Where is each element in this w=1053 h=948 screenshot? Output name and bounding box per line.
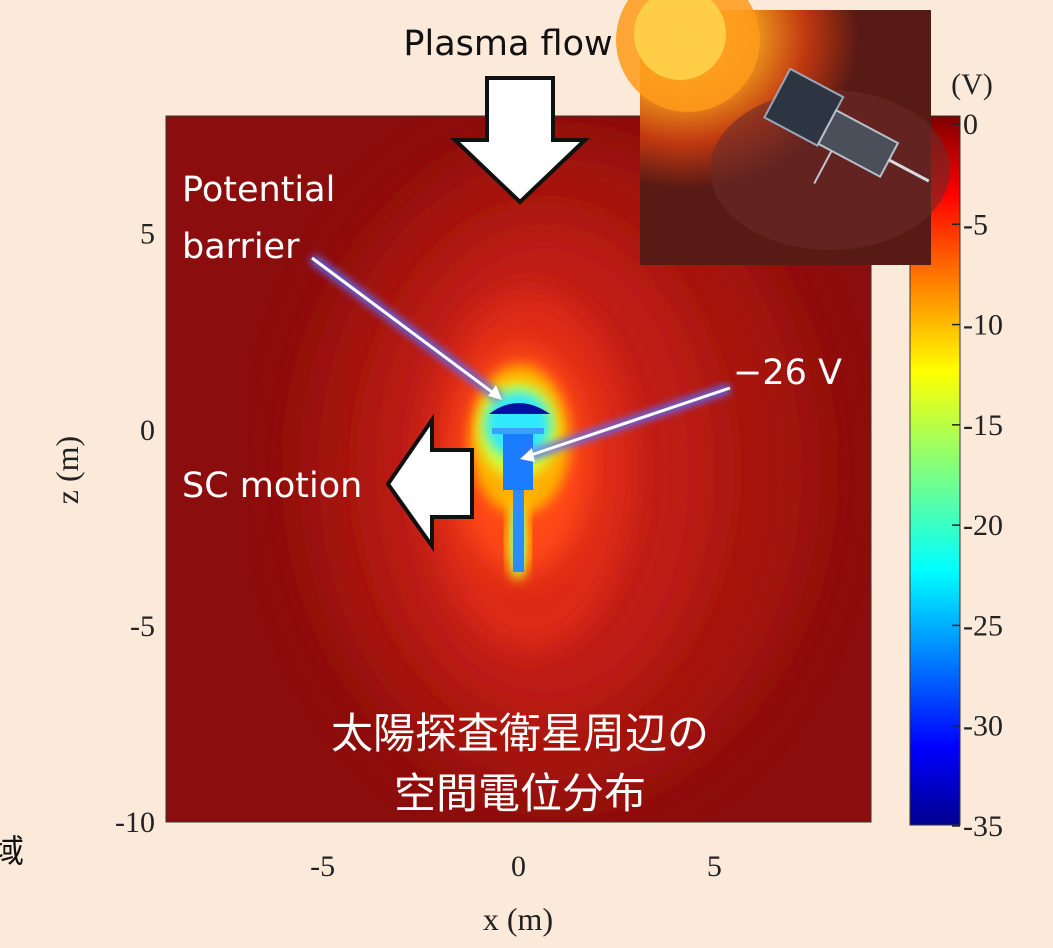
y-tick-label: -5 — [130, 610, 155, 643]
sc-motion-label: SC motion — [182, 466, 362, 506]
y-axis-label: z (m) — [49, 436, 85, 504]
inset-spacecraft-image — [616, 0, 950, 265]
edge-fragment-text: 域 — [0, 832, 24, 870]
plasma-flow-arrow — [450, 76, 590, 205]
colorbar-tick-label: -10 — [963, 309, 1003, 342]
colorbar-tick-label: -20 — [963, 509, 1003, 542]
x-tick-label: 5 — [707, 850, 722, 883]
y-axis-ticks: 5 0 -5 -10 — [115, 218, 155, 839]
colorbar-ticks: 0 -5 -10 -15 -20 -25 -30 -35 — [952, 108, 1003, 843]
colorbar-tick-label: 0 — [963, 108, 978, 141]
caption-line1: 太陽探査衛星周辺の — [331, 709, 709, 758]
potential-barrier-region — [489, 403, 550, 414]
x-axis-ticks: -5 0 5 — [310, 850, 722, 883]
sc-motion-arrow — [385, 413, 474, 553]
caption-line2: 空間電位分布 — [394, 769, 646, 818]
x-tick-label: 0 — [511, 850, 526, 883]
y-tick-label: 5 — [140, 218, 155, 251]
colorbar-tick-label: -5 — [963, 208, 988, 241]
colorbar-tick-label: -30 — [963, 710, 1003, 743]
colorbar-tick-label: -25 — [963, 609, 1003, 642]
potential-barrier-label-line2: barrier — [182, 227, 300, 267]
x-axis-label: x (m) — [483, 901, 553, 937]
colorbar-tick-label: -35 — [963, 810, 1003, 843]
barrier-pointer — [309, 253, 503, 403]
colorbar-unit: (V) — [951, 68, 993, 101]
y-tick-label: 0 — [140, 414, 155, 447]
x-tick-label: -5 — [310, 850, 335, 883]
potential-barrier-label-line1: Potential — [182, 170, 335, 210]
potential-pointer — [520, 383, 732, 462]
y-tick-label: -10 — [115, 806, 155, 839]
sc-potential-label: −26 V — [733, 353, 842, 393]
spacecraft-boom — [513, 490, 524, 572]
colorbar-tick-label: -15 — [963, 409, 1003, 442]
plasma-flow-label: Plasma flow — [403, 24, 612, 64]
